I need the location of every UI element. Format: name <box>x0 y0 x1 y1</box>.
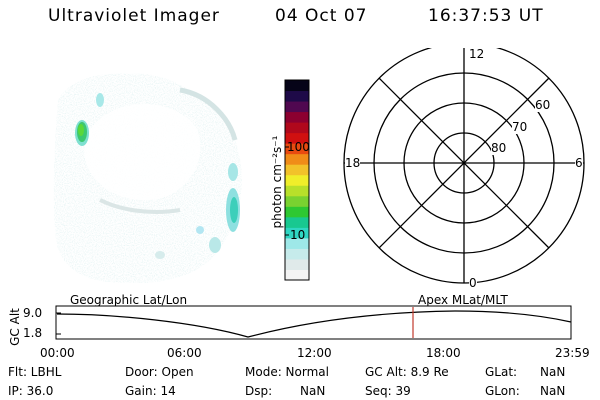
mlt-label-0: 0 <box>469 276 477 290</box>
observation-time: 16:37:53 UT <box>428 6 544 26</box>
polar-grid <box>343 48 585 284</box>
track-axis-label: GC Alt <box>7 308 22 346</box>
glat-value: NaN <box>540 365 566 379</box>
colorbar-block <box>285 248 309 260</box>
glon-value: NaN <box>540 384 566 398</box>
colorbar-block <box>285 216 309 228</box>
gc-alt-info: GC Alt: 8.9 Re <box>365 365 449 379</box>
colorbar-tick-label-10: 10 <box>290 228 306 242</box>
colorbar-block <box>285 153 309 165</box>
lat-label-70: 70 <box>512 120 528 134</box>
instrument-title: Ultraviolet Imager <box>48 6 220 26</box>
track-y-tick-1-8: 1.8 <box>23 326 43 340</box>
track-x-tick-0000: 00:00 <box>40 346 75 360</box>
auroral-image <box>53 73 242 283</box>
door-info: Door: Open <box>125 365 194 379</box>
mlt-label-18: 18 <box>345 156 361 170</box>
seq-info: Seq: 39 <box>365 384 411 398</box>
colorbar-block <box>285 80 309 92</box>
colorbar-unit-label: photon cm⁻²s⁻¹ <box>270 135 284 229</box>
colorbar-block <box>285 174 309 186</box>
glat-label: GLat: <box>485 365 518 379</box>
colorbar-block <box>285 185 309 197</box>
filter-info: Flt: LBHL <box>8 365 62 379</box>
colorbar <box>284 79 310 281</box>
colorbar-block <box>285 258 309 270</box>
colorbar-block <box>285 90 309 102</box>
track-x-tick-2359: 23:59 <box>555 346 590 360</box>
lat-label-60: 60 <box>535 98 551 112</box>
colorbar-block <box>285 206 309 218</box>
colorbar-block <box>285 101 309 113</box>
altitude-track-plot <box>55 305 572 340</box>
colorbar-block <box>285 164 309 176</box>
track-x-tick-1200: 12:00 <box>297 346 332 360</box>
dsp-label: Dsp: <box>245 384 273 398</box>
colorbar-block <box>285 122 309 134</box>
mode-info: Mode: Normal <box>245 365 329 379</box>
colorbar-block <box>285 132 309 144</box>
mlt-label-12: 12 <box>469 47 485 61</box>
colorbar-tick-label-100: 100 <box>287 140 310 154</box>
track-y-tick-9: 9.0 <box>23 306 43 320</box>
altitude-curve <box>56 310 572 338</box>
mlt-label-6: 6 <box>575 156 583 170</box>
colorbar-block <box>285 195 309 207</box>
track-x-tick-1800: 18:00 <box>426 346 461 360</box>
track-left-title: Geographic Lat/Lon <box>70 293 188 307</box>
colorbar-block <box>285 269 309 281</box>
colorbar-block <box>285 237 309 249</box>
gain-info: Gain: 14 <box>125 384 176 398</box>
lat-label-80: 80 <box>491 141 507 155</box>
colorbar-block <box>285 111 309 123</box>
colorbar-block <box>285 143 309 155</box>
track-right-title: Apex MLat/MLT <box>418 293 508 307</box>
observation-date: 04 Oct 07 <box>275 6 368 26</box>
colorbar-block <box>285 227 309 239</box>
ip-info: IP: 36.0 <box>8 384 54 398</box>
dsp-value: NaN <box>300 384 326 398</box>
glon-label: GLon: <box>485 384 520 398</box>
track-x-tick-0600: 06:00 <box>167 346 202 360</box>
